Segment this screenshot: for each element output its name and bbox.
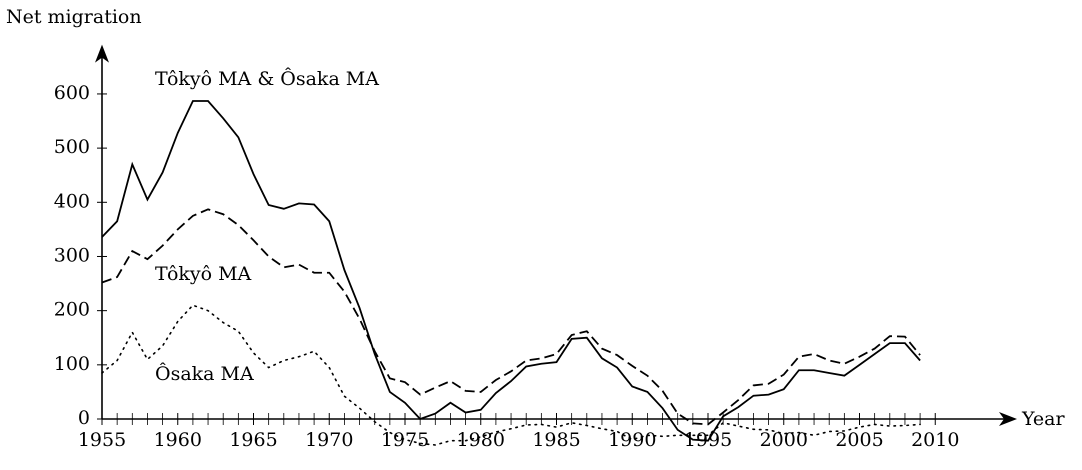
series-line <box>101 208 921 426</box>
y-tick-label: 400 <box>54 190 90 212</box>
x-tick-label: 2000 <box>760 429 808 451</box>
x-tick-label: 1960 <box>154 429 202 451</box>
x-tick-label: 2010 <box>911 429 959 451</box>
x-tick-label: 1970 <box>305 429 353 451</box>
y-tick-label: 600 <box>54 82 90 104</box>
y-tick-label: 0 <box>78 407 90 429</box>
x-tick-label: 2005 <box>835 429 883 451</box>
y-tick-label: 100 <box>54 353 90 375</box>
series-line <box>101 100 921 442</box>
x-tick-label: 1975 <box>381 429 429 451</box>
x-tick-label: 1955 <box>78 429 126 451</box>
x-axis-label: Year <box>1021 408 1065 430</box>
y-axis-label: Net migration <box>6 6 142 28</box>
series-label: Tôkyô MA & Ôsaka MA <box>155 67 379 90</box>
x-tick-label: 1985 <box>532 429 580 451</box>
x-tick-label: 1990 <box>608 429 656 451</box>
y-axis-arrow <box>95 44 109 63</box>
series-line <box>101 304 921 446</box>
y-tick-label: 500 <box>54 136 90 158</box>
x-tick-label: 1965 <box>229 429 277 451</box>
y-tick-label: 200 <box>54 299 90 321</box>
x-axis-arrow <box>999 412 1017 427</box>
series-label: Ôsaka MA <box>155 362 254 385</box>
x-tick-label: 1980 <box>457 429 505 451</box>
y-tick-label: 300 <box>54 244 90 266</box>
series-label: Tôkyô MA <box>155 263 252 285</box>
